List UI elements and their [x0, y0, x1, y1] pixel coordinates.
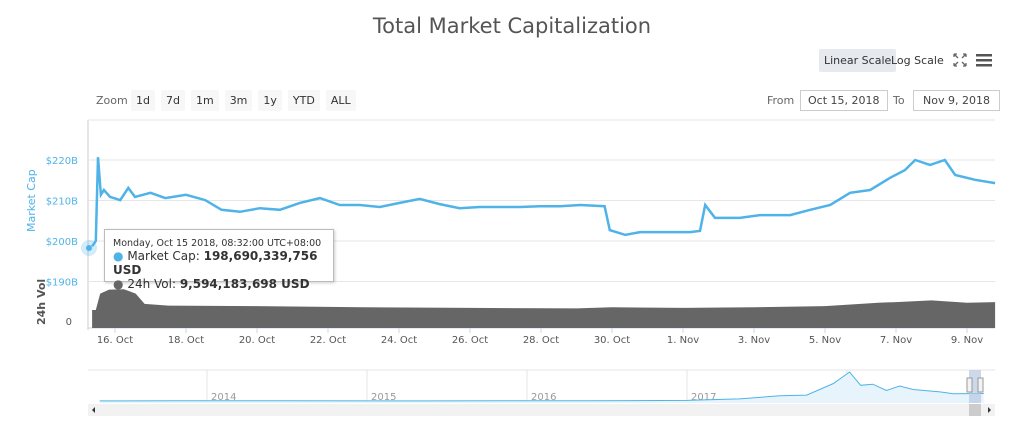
tooltip-market-cap-label: Market Cap:: [127, 249, 200, 263]
y-tick-label-volume: 0: [66, 317, 72, 328]
y-axis-label-market-cap: Market Cap: [25, 169, 38, 232]
to-label: To: [893, 94, 905, 107]
y-tick-label: $210B: [46, 197, 78, 208]
zoom-7d-button[interactable]: 7d: [160, 90, 185, 111]
y-tick-label: $190B: [46, 278, 78, 289]
x-tick-label: 28. Oct: [523, 335, 559, 346]
x-tick-label: 24. Oct: [381, 335, 417, 346]
navigator-tick-label: 2015: [371, 392, 396, 403]
navigator-tick-label: 2016: [531, 392, 556, 403]
tooltip: Monday, Oct 15 2018, 08:32:00 UTC+08:00 …: [104, 229, 334, 291]
navigator-line: [99, 371, 984, 402]
zoom-ytd-button[interactable]: YTD: [287, 90, 320, 111]
x-tick-label: 7. Nov: [880, 335, 912, 346]
tooltip-market-cap-value: 198,690,339,756 USD: [113, 249, 318, 277]
x-tick-label: 26. Oct: [452, 335, 488, 346]
tooltip-volume-value: 9,594,183,698 USD: [179, 277, 310, 291]
zoom-1d-button[interactable]: 1d: [131, 90, 155, 111]
zoom-3m-button[interactable]: 3m: [224, 90, 253, 111]
scrollbar-thumb[interactable]: [969, 404, 981, 416]
from-label: From: [767, 94, 795, 107]
y-axis-label-volume: 24h Vol: [35, 279, 48, 325]
linear-scale-button[interactable]: Linear Scale: [819, 49, 897, 72]
x-tick-label: 16. Oct: [97, 335, 133, 346]
zoom-all-button[interactable]: ALL: [325, 90, 356, 111]
chart-title: Total Market Capitalization: [372, 14, 652, 38]
x-tick-label: 18. Oct: [168, 335, 204, 346]
navigator-area: [99, 372, 984, 403]
x-tick-label: 5. Nov: [809, 335, 841, 346]
zoom-1y-button[interactable]: 1y: [258, 90, 282, 111]
navigator-tick-label: 2014: [211, 392, 236, 403]
scroll-left-arrow-icon[interactable]: [92, 407, 95, 413]
zoom-button-group: 1d 7d 1m 3m 1y YTD ALL: [131, 90, 356, 111]
hover-point: [86, 245, 92, 251]
zoom-label: Zoom: [96, 94, 128, 107]
x-tick-label: 3. Nov: [738, 335, 770, 346]
tooltip-volume-label: 24h Vol:: [127, 277, 176, 291]
volume-area: [92, 289, 996, 328]
market-cap-dot-icon: ●: [113, 249, 124, 263]
navigator-right-handle[interactable]: [977, 377, 984, 393]
scrollbar-track[interactable]: [88, 404, 995, 416]
navigator-left-handle[interactable]: [966, 377, 973, 393]
x-tick-label: 9. Nov: [951, 335, 983, 346]
x-tick-label: 1. Nov: [667, 335, 699, 346]
x-tick-label: 20. Oct: [239, 335, 275, 346]
expand-icon[interactable]: [953, 53, 967, 67]
scroll-right-arrow-icon[interactable]: [988, 407, 991, 413]
zoom-1m-button[interactable]: 1m: [190, 90, 219, 111]
hamburger-icon[interactable]: [976, 54, 992, 67]
log-scale-button[interactable]: Log Scale: [891, 54, 944, 67]
from-date-input[interactable]: Oct 15, 2018: [800, 90, 888, 111]
y-tick-label: $220B: [46, 156, 78, 167]
tooltip-header: Monday, Oct 15 2018, 08:32:00 UTC+08:00: [113, 238, 322, 249]
market-cap-line: [91, 157, 996, 248]
x-tick-label: 22. Oct: [310, 335, 346, 346]
navigator-tick-label: 2017: [691, 392, 716, 403]
volume-dot-icon: ●: [113, 277, 124, 291]
y-tick-label: $200B: [46, 237, 78, 248]
x-tick-label: 30. Oct: [594, 335, 630, 346]
to-date-input[interactable]: Nov 9, 2018: [913, 90, 1000, 111]
